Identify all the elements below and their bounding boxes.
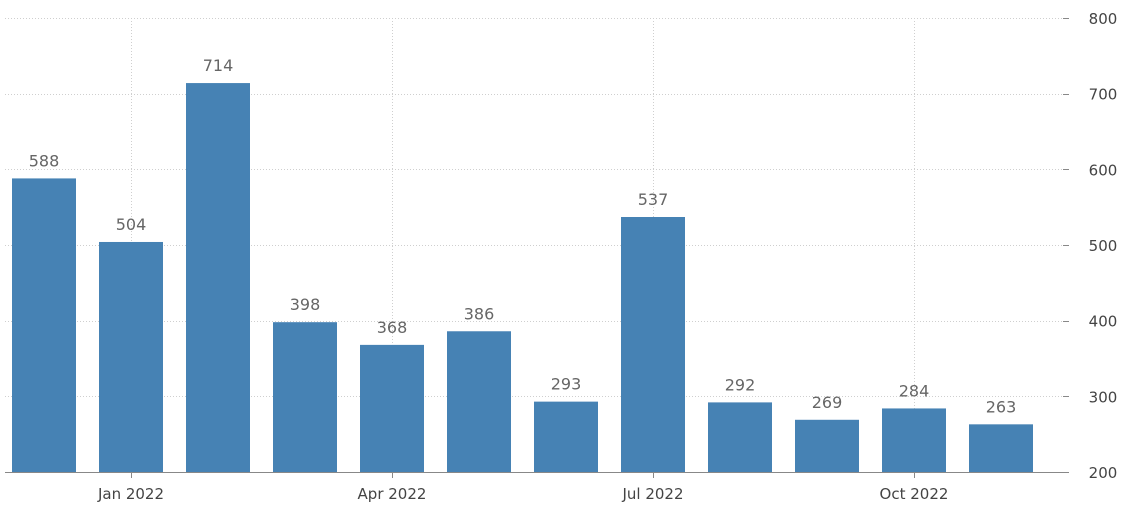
y-tick-label: 500 xyxy=(1089,237,1118,255)
bar xyxy=(447,331,511,472)
data-label: 284 xyxy=(899,381,930,400)
y-tick-label: 300 xyxy=(1089,388,1118,406)
bars xyxy=(12,83,1033,472)
x-tick-label: Jul 2022 xyxy=(621,485,683,503)
data-label: 292 xyxy=(725,375,756,394)
x-tick-label: Jan 2022 xyxy=(97,485,164,503)
data-label: 263 xyxy=(986,397,1017,416)
y-tick-label: 200 xyxy=(1089,464,1118,482)
data-label: 588 xyxy=(29,151,60,170)
bar xyxy=(795,419,859,472)
data-label: 537 xyxy=(638,190,669,209)
data-label: 293 xyxy=(551,375,582,394)
data-label: 386 xyxy=(464,304,495,323)
bar xyxy=(621,217,685,472)
data-label: 504 xyxy=(116,215,147,234)
data-label: 269 xyxy=(812,393,843,412)
bar xyxy=(273,322,337,472)
data-label: 714 xyxy=(203,56,234,75)
bar xyxy=(99,241,163,472)
data-label: 398 xyxy=(290,295,321,314)
x-tick-label: Apr 2022 xyxy=(358,485,427,503)
bar xyxy=(12,178,76,472)
bar xyxy=(534,401,598,472)
bar xyxy=(360,344,424,472)
bar xyxy=(969,424,1033,472)
y-tick-label: 700 xyxy=(1089,86,1118,104)
x-tick-label: Oct 2022 xyxy=(880,485,949,503)
data-label: 368 xyxy=(377,318,408,337)
y-tick-label: 600 xyxy=(1089,161,1118,179)
data-labels: 588 504 714 398 368 386 293 537 292 269 284 263 xyxy=(29,56,1017,416)
bar xyxy=(708,402,772,472)
y-tick-label: 800 xyxy=(1089,10,1118,28)
bar xyxy=(882,408,946,472)
y-tick-label: 400 xyxy=(1089,313,1118,331)
axes: 200 300 400 500 600 700 800 Jan 2022 Apr 2022 Jul… xyxy=(5,10,1117,503)
bar xyxy=(186,83,250,472)
